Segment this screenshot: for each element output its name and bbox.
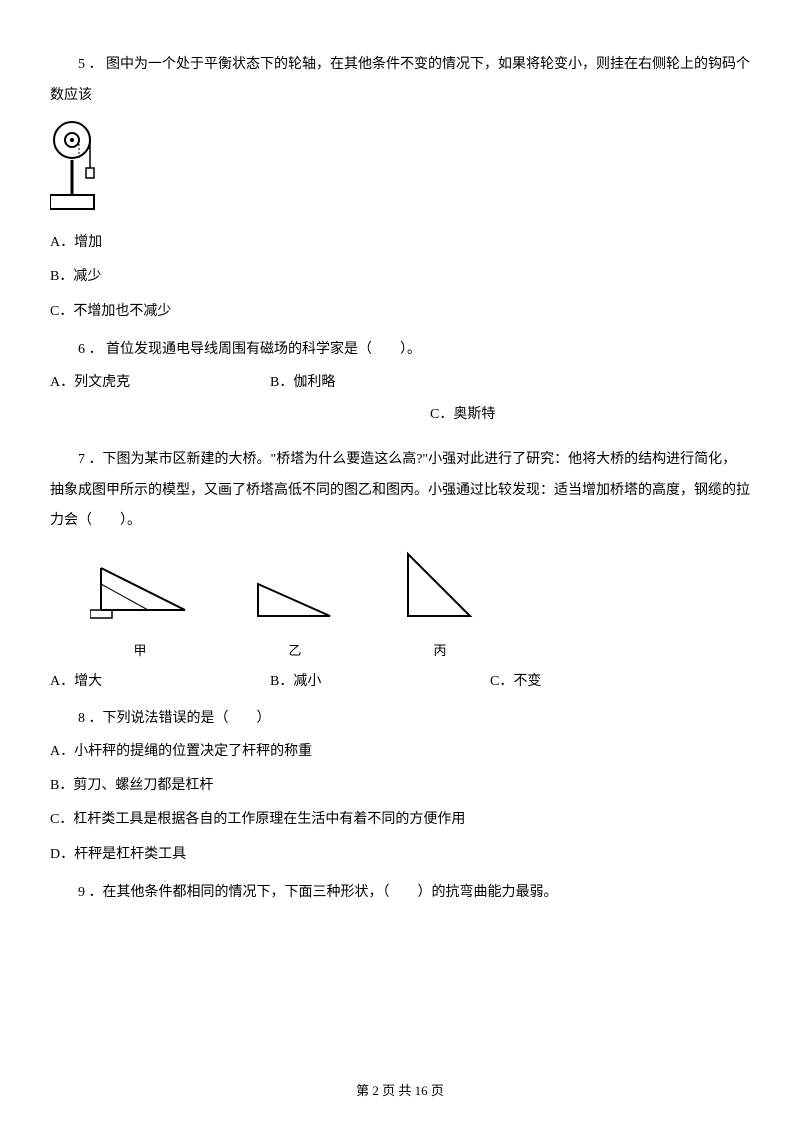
q5-text: 5 ． 图中为一个处于平衡状态下的轮轴，在其他条件不变的情况下，如果将轮变小，则… [50,50,750,112]
q7-option-a[interactable]: A．增大 [50,671,270,693]
q7-label-b: 乙 [250,641,340,662]
q6-option-b[interactable]: B．伽利略 [270,372,490,394]
q9-text: 9 ．在其他条件都相同的情况下，下面三种形状，（ ）的抗弯曲能力最弱。 [50,878,750,909]
q7-figure: 甲 乙 丙 [90,551,750,661]
q5-option-c[interactable]: C．不增加也不减少 [50,301,750,323]
q7-option-b[interactable]: B．减小 [270,671,490,693]
q6-option-a[interactable]: A．列文虎克 [50,372,270,394]
page-footer: 第 2 页 共 16 页 [0,1081,800,1102]
q5-option-a[interactable]: A．增加 [50,232,750,254]
q8-option-d[interactable]: D．杆秤是杠杆类工具 [50,844,750,866]
q5-option-b[interactable]: B．减少 [50,266,750,288]
q8-option-b[interactable]: B．剪刀、螺丝刀都是杠杆 [50,775,750,797]
q5-figure [50,120,750,218]
q7-label-c: 丙 [400,641,480,662]
q8-text: 8 ．下列说法错误的是（ ） [50,704,750,735]
q8-option-c[interactable]: C．杠杆类工具是根据各自的工作原理在生活中有着不同的方便作用 [50,809,750,831]
q7-option-c[interactable]: C．不变 [490,671,710,693]
q6-text: 6 ． 首位发现通电导线周围有磁场的科学家是（ ）。 [50,335,750,366]
q6-option-c[interactable]: C．奥斯特 [430,404,750,426]
q7-label-a: 甲 [90,641,190,662]
q8-option-a[interactable]: A．小杆秤的提绳的位置决定了杆秤的称重 [50,741,750,763]
q7-text: 7 ．下图为某市区新建的大桥。"桥塔为什么要造这么高?"小强对此进行了研究：他将… [50,445,750,537]
